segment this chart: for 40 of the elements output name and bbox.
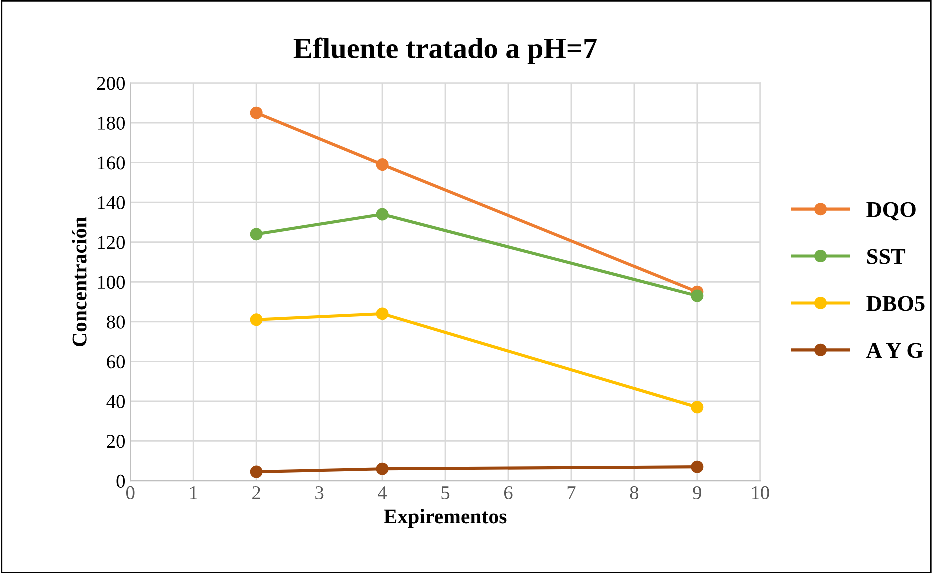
y-tick-label: 20 [107,435,126,448]
point [376,158,389,172]
x-tick-label: 7 [568,486,576,500]
point [250,466,263,478]
y-axis-title: Concentración [72,217,87,346]
x-tick-label: 2 [252,486,260,500]
point [376,462,389,476]
point [250,228,263,241]
y-tick-label: 80 [107,316,126,329]
legend-label: DQO [866,202,916,221]
x-tick-label: 3 [316,486,324,500]
y-tick-label: 160 [98,156,126,170]
y-tick-label: 60 [107,355,126,369]
x-tick-label: 4 [378,486,388,500]
point [691,460,704,474]
y-tick-label: 40 [106,395,126,408]
legend-label: A Y G [866,343,924,358]
y-tick-label: 120 [98,236,126,250]
x-axis-title: Expirementos [384,509,507,528]
x-tick-label: 6 [504,486,513,500]
x-tick-label: 0 [126,486,135,500]
y-tick-label: 140 [98,196,126,210]
x-tick-label: 5 [442,486,450,500]
point [376,208,389,221]
point [691,290,704,302]
x-tick-label: 10 [752,486,770,500]
y-tick-label: 180 [98,116,126,130]
point [691,401,704,414]
point [250,106,263,120]
chart-title: Efluente tratado a pH=7 [294,38,597,64]
x-tick-label: 9 [693,486,702,500]
point [250,314,263,326]
point [376,308,389,320]
x-tick-label: 8 [630,486,639,500]
y-tick-label: 100 [98,276,126,290]
legend-label: DBO5 [866,296,925,312]
y-tick-label: 0 [116,474,126,488]
x-tick-label: 1 [190,486,198,500]
legend-label: SST [868,249,906,264]
y-tick-label: 200 [97,77,126,90]
